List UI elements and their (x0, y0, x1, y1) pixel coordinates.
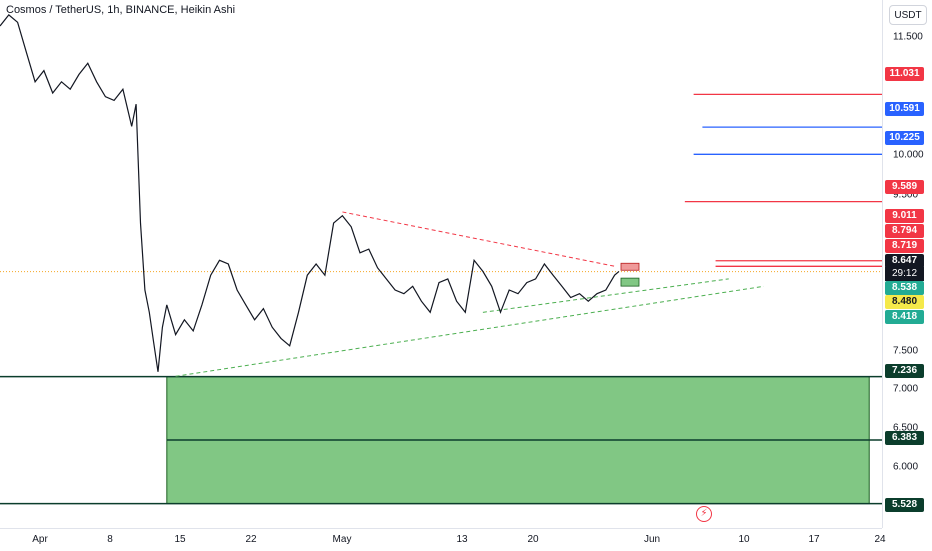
price-label-7236[interactable]: 7.236 (885, 364, 924, 378)
time-tick: 13 (456, 534, 468, 545)
trendline-0 (342, 211, 615, 267)
currency-button[interactable]: USDT (889, 5, 927, 25)
price-label-8719[interactable]: 8.719 (885, 239, 924, 253)
price-label-6383[interactable]: 6.383 (885, 431, 924, 445)
price-tick: 7.000 (893, 383, 919, 395)
price-label-8418[interactable]: 8.418 (885, 310, 924, 324)
price-label-8538[interactable]: 8.538 (885, 281, 924, 295)
time-tick: 24 (874, 534, 886, 545)
price-label-10225[interactable]: 10.225 (885, 131, 924, 145)
price-label-9589[interactable]: 9.589 (885, 180, 924, 194)
price-label-5528[interactable]: 5.528 (885, 498, 924, 512)
price-tick: 10.000 (893, 149, 924, 161)
time-tick: 17 (808, 534, 820, 545)
price-tick: 9.500 (893, 189, 919, 201)
time-tick: 8 (107, 534, 113, 545)
time-tick: 10 (738, 534, 750, 545)
bar-countdown: 29:12 (885, 267, 924, 281)
lightning-alert-icon[interactable]: ⚡ (696, 506, 712, 522)
time-tick: 20 (527, 534, 539, 545)
time-tick: Jun (643, 534, 661, 545)
price-label-10591[interactable]: 10.591 (885, 102, 924, 116)
time-tick: 22 (245, 534, 257, 545)
price-tick: 6.500 (893, 422, 919, 434)
price-tick: 6.000 (893, 461, 919, 473)
price-tick: 7.500 (893, 345, 919, 357)
price-tick: 11.500 (893, 31, 923, 43)
time-tick: May (332, 534, 352, 545)
current-price-label[interactable]: 8.647 (885, 254, 924, 268)
trendline-2 (482, 278, 729, 313)
time-tick: Apr (32, 534, 48, 545)
time-axis[interactable] (0, 528, 882, 551)
time-tick: 15 (174, 534, 186, 545)
price-label-9011[interactable]: 9.011 (885, 209, 924, 223)
trendline-1 (175, 285, 764, 377)
chart-title: Cosmos / TetherUS, 1h, BINANCE, Heikin A… (6, 4, 236, 16)
price-label-8480[interactable]: 8.480 (885, 295, 924, 309)
price-series-line (0, 14, 620, 372)
price-label-11031[interactable]: 11.031 (885, 67, 924, 81)
price-chart[interactable] (0, 0, 882, 528)
entry-box-red (620, 262, 640, 271)
entry-box-green (620, 277, 640, 287)
price-label-8794[interactable]: 8.794 (885, 224, 924, 238)
